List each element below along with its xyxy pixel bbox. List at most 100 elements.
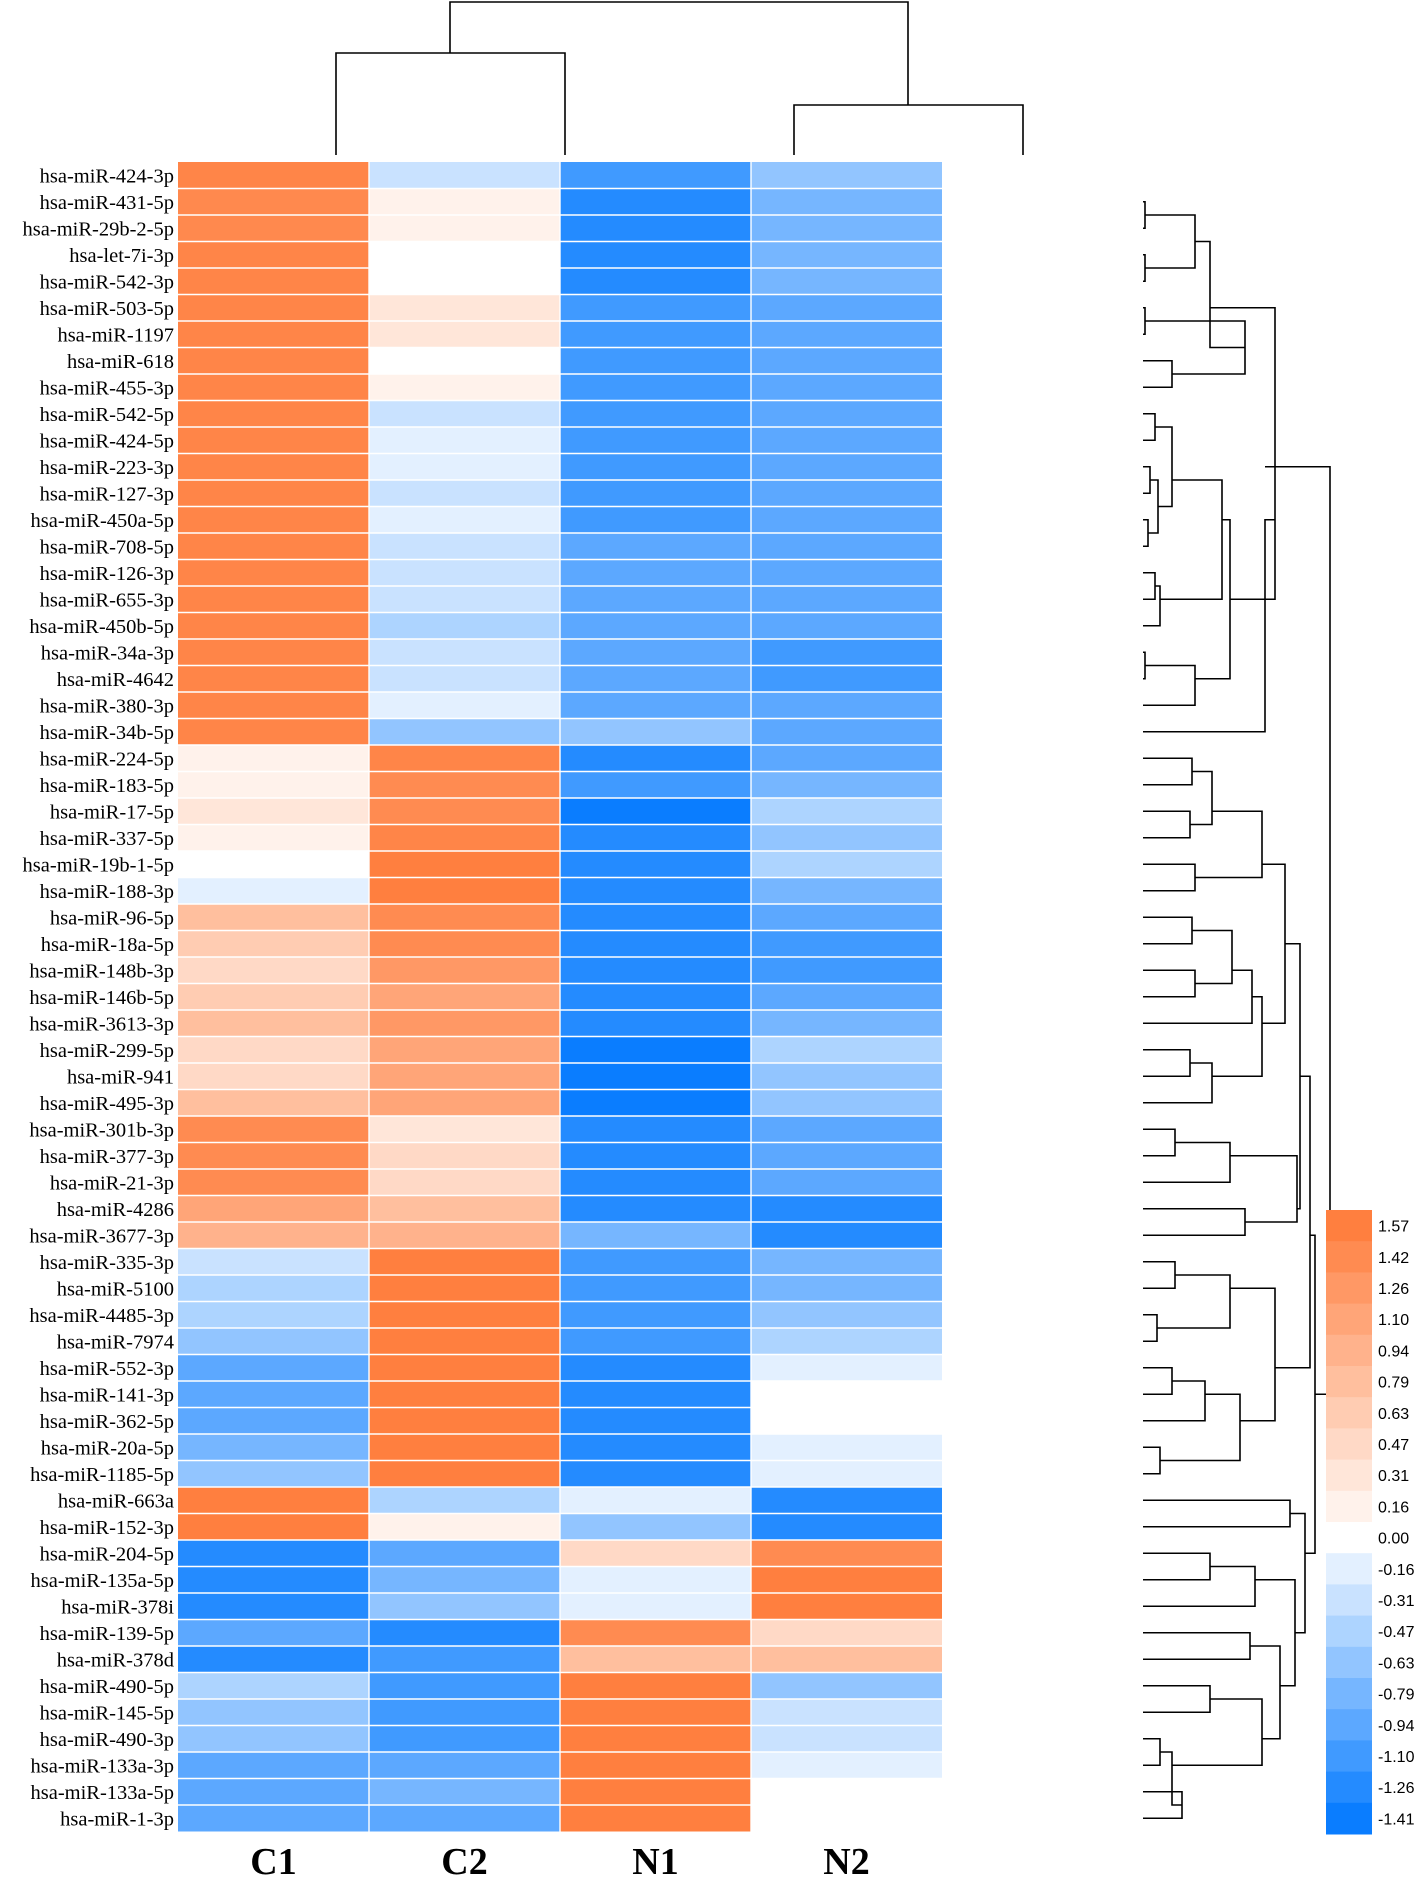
heatmap-cell	[369, 983, 560, 1010]
row-label: hsa-miR-20a-5p	[41, 1437, 174, 1459]
row-label: hsa-miR-4642	[57, 669, 174, 691]
heatmap-cell	[751, 374, 942, 401]
dendrogram-branch	[1143, 412, 1156, 442]
heatmap-cell	[178, 851, 369, 878]
heatmap-cell	[178, 1381, 369, 1408]
heatmap-cell	[178, 294, 369, 321]
legend-tick-label: 1.26	[1378, 1281, 1409, 1298]
heatmap-cell	[751, 1195, 942, 1222]
heatmap-cell	[751, 347, 942, 374]
legend-swatch	[1326, 1802, 1372, 1835]
heatmap-cell	[369, 1036, 560, 1063]
heatmap-cell	[178, 427, 369, 454]
heatmap-cell	[560, 1434, 751, 1461]
heatmap-cell	[369, 1275, 560, 1302]
heatmap-cell	[751, 877, 942, 904]
heatmap-cell	[560, 1805, 751, 1832]
heatmap-cell	[560, 1195, 751, 1222]
legend-tick-label: -0.63	[1378, 1655, 1415, 1672]
dendrogram-branch	[1190, 770, 1213, 826]
heatmap-cell	[560, 1540, 751, 1567]
heatmap-cell	[751, 1036, 942, 1063]
dendrogram-branch	[1143, 1260, 1176, 1290]
heatmap-cell	[369, 374, 560, 401]
heatmap-cell	[560, 1381, 751, 1408]
heatmap-cell	[560, 506, 751, 533]
heatmap-cell	[369, 1699, 560, 1726]
heatmap-cell	[560, 877, 751, 904]
dendrogram-branch	[1212, 995, 1263, 1078]
legend-tick-label: 0.79	[1378, 1375, 1409, 1392]
row-label: hsa-miR-4286	[57, 1199, 174, 1221]
heatmap-cell	[560, 1169, 751, 1196]
heatmap-cell	[560, 215, 751, 242]
heatmap-cell	[560, 321, 751, 348]
row-label: hsa-miR-21-3p	[50, 1172, 174, 1194]
heatmap-cell	[751, 241, 942, 268]
heatmap-cell	[178, 1195, 369, 1222]
heatmap-cell	[369, 453, 560, 480]
legend-tick-label: 0.31	[1378, 1468, 1409, 1485]
heatmap-cell	[178, 1301, 369, 1328]
dendrogram-branch	[1143, 1048, 1191, 1078]
heatmap-cell	[751, 957, 942, 984]
heatmap-cell	[369, 1672, 560, 1699]
column-label: C1	[250, 1841, 296, 1883]
dendrogram-branch	[1143, 1207, 1246, 1237]
heatmap-cell	[751, 1275, 942, 1302]
heatmap-cell	[560, 268, 751, 295]
dendrogram-branch	[1160, 1751, 1182, 1806]
legend-tick-label: -0.47	[1378, 1624, 1415, 1641]
heatmap-cell	[178, 1487, 369, 1514]
legend-swatch	[1326, 1366, 1372, 1398]
dendrogram-branch	[1255, 1578, 1296, 1687]
row-label: hsa-miR-542-3p	[40, 271, 174, 293]
heatmap-cell	[751, 1460, 942, 1487]
row-label: hsa-miR-5100	[57, 1278, 174, 1300]
heatmap-cell	[369, 427, 560, 454]
heatmap-cell	[751, 1752, 942, 1779]
heatmap-cell	[369, 1195, 560, 1222]
heatmap-cell	[369, 692, 560, 719]
row-label: hsa-miR-133a-5p	[31, 1782, 174, 1804]
heatmap-cell	[560, 1460, 751, 1487]
heatmap-cell	[178, 533, 369, 560]
heatmap-cell	[369, 718, 560, 745]
heatmap-cell	[751, 506, 942, 533]
heatmap-cell	[751, 771, 942, 798]
heatmap-cell	[369, 1805, 560, 1832]
row-label: hsa-miR-362-5p	[40, 1411, 174, 1433]
row-label: hsa-miR-552-3p	[40, 1358, 174, 1380]
dendrogram-branch	[1143, 1128, 1176, 1157]
row-label: hsa-miR-34b-5p	[40, 722, 174, 744]
heatmap-cell	[751, 1142, 942, 1169]
heatmap-cell	[751, 453, 942, 480]
dendrogram-branch	[1275, 1075, 1311, 1369]
dendrogram-branch	[1195, 810, 1263, 879]
dendrogram-branch	[1262, 863, 1286, 1025]
row-label: hsa-miR-1185-5p	[30, 1464, 174, 1486]
heatmap-cell	[560, 1328, 751, 1355]
row-label: hsa-miR-1197	[57, 324, 174, 346]
row-label: hsa-miR-1-3p	[60, 1808, 174, 1830]
heatmap-cell	[369, 1063, 560, 1090]
heatmap-cell	[751, 1089, 942, 1116]
heatmap-cell	[560, 1619, 751, 1646]
dendrogram-branch	[335, 52, 566, 155]
heatmap-cell	[751, 612, 942, 639]
legend-swatch	[1326, 1553, 1372, 1585]
row-label: hsa-miR-17-5p	[50, 801, 174, 823]
heatmap-cell	[178, 586, 369, 613]
heatmap-cell	[369, 506, 560, 533]
heatmap-cell	[369, 1169, 560, 1196]
heatmap-cell	[560, 930, 751, 957]
dendrogram-branch	[1160, 479, 1223, 601]
heatmap-cell	[560, 1222, 751, 1249]
row-label: hsa-miR-19b-1-5p	[23, 854, 174, 876]
heatmap-cell	[560, 1407, 751, 1434]
dendrogram-branch	[1265, 465, 1331, 1396]
heatmap-cell	[751, 1248, 942, 1275]
legend-swatch	[1326, 1241, 1372, 1273]
heatmap-cell	[178, 1460, 369, 1487]
dendrogram-branch	[1143, 916, 1193, 945]
